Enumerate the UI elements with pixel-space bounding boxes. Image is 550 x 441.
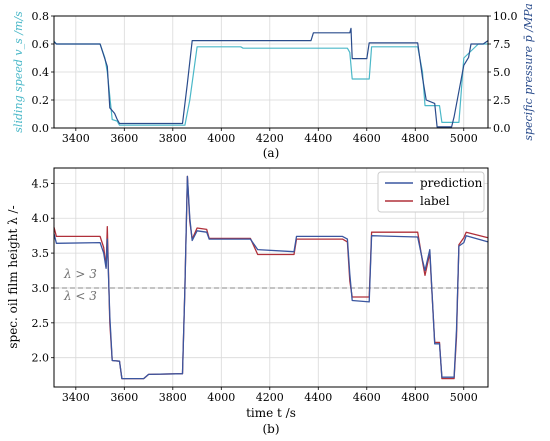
panel-a-y-ticks-left: 0.0 0.2 0.4 0.6 0.8	[32, 10, 54, 135]
panel-b-xtick-label: 3400	[62, 391, 90, 404]
panel-b-xtick-label: 4600	[353, 391, 381, 404]
panel-b-xlabel: time t /s	[246, 406, 296, 420]
panel-b-xtick-label: 4200	[256, 391, 284, 404]
panel-b-xtick-label: 5000	[450, 391, 478, 404]
panel-a-xtick-label: 4600	[353, 132, 381, 145]
panel-a-ytick-right-label: 0.0	[493, 122, 511, 135]
specific-pressure-line	[53, 27, 489, 128]
panel-a-ytick-right-label: 7.5	[493, 38, 511, 51]
panel-a: 3400 3600 3800 4000 4200 4400 4600 4800 5000 0.0…	[12, 3, 535, 160]
panel-b-ytick-label: 4.0	[32, 212, 50, 225]
panel-b-xtick-label: 4400	[304, 391, 332, 404]
panel-b-ytick-label: 2.5	[32, 317, 50, 330]
panel-a-xtick-label: 3400	[62, 132, 90, 145]
annotation-lambda-above: λ > 3	[63, 267, 97, 281]
panel-a-series	[53, 27, 489, 128]
legend: prediction label	[377, 171, 485, 213]
panel-a-y-ticks-right: 0.0 2.5 5.0 7.5 10.0	[488, 10, 518, 135]
panel-b-ytick-label: 3.0	[32, 282, 50, 295]
panel-a-ytick-right-label: 5.0	[493, 66, 511, 79]
panel-a-ytick-right-label: 2.5	[493, 94, 511, 107]
panel-a-xtick-label: 3600	[110, 132, 138, 145]
annotation-lambda-below: λ < 3	[63, 289, 97, 303]
panel-a-ytick-left-label: 0.6	[32, 38, 50, 51]
legend-label-prediction: prediction	[420, 176, 483, 190]
panel-b-ylabel: spec. oil film height λ /-	[6, 205, 20, 348]
legend-box	[377, 171, 485, 213]
legend-label-label: label	[420, 194, 450, 208]
panel-b-xtick-label: 4000	[207, 391, 235, 404]
panel-b-series	[53, 175, 489, 380]
panel-a-ytick-left-label: 0.2	[32, 94, 50, 107]
panel-b-caption: (b)	[262, 422, 279, 436]
sliding-speed-line	[53, 40, 488, 126]
panel-a-ytick-left-label: 0.0	[32, 122, 50, 135]
panel-a-ylabel-right: specific pressure p̄ /MPa	[522, 3, 535, 140]
panel-b-plot-frame	[53, 167, 489, 388]
prediction-line	[53, 175, 489, 380]
panel-b-ytick-label: 3.5	[32, 247, 50, 260]
panel-b-xtick-label: 3800	[159, 391, 187, 404]
panel-a-ylabel-left: sliding speed v_s /m/s	[12, 11, 25, 133]
panel-b-xtick-label: 3600	[110, 391, 138, 404]
panel-a-ytick-right-label: 10.0	[493, 10, 518, 23]
panel-a-xtick-label: 4000	[207, 132, 235, 145]
panel-a-xtick-label: 5000	[450, 132, 478, 145]
panel-a-ytick-left-label: 0.8	[32, 10, 50, 23]
panel-b-y-ticks: 2.0 2.5 3.0 3.5 4.0 4.5	[32, 177, 54, 365]
panel-b-xtick-label: 4800	[401, 391, 429, 404]
panel-b: 3400 3600 3800 4000 4200 4400 4600 4800 5000 2.0…	[6, 167, 489, 436]
panel-a-xtick-label: 4800	[401, 132, 429, 145]
panel-a-xtick-label: 3800	[159, 132, 187, 145]
panel-a-caption: (a)	[263, 146, 280, 160]
panel-a-xtick-label: 4400	[304, 132, 332, 145]
panel-a-xtick-label: 4200	[256, 132, 284, 145]
panel-a-ytick-left-label: 0.4	[32, 66, 50, 79]
panel-a-x-ticks: 3400 3600 3800 4000 4200 4400 4600 4800 5000	[62, 128, 478, 145]
panel-b-ytick-label: 2.0	[32, 352, 50, 365]
panel-b-ytick-label: 4.5	[32, 177, 50, 190]
panel-b-x-ticks: 3400 3600 3800 4000 4200 4400 4600 4800 5000	[62, 387, 478, 404]
